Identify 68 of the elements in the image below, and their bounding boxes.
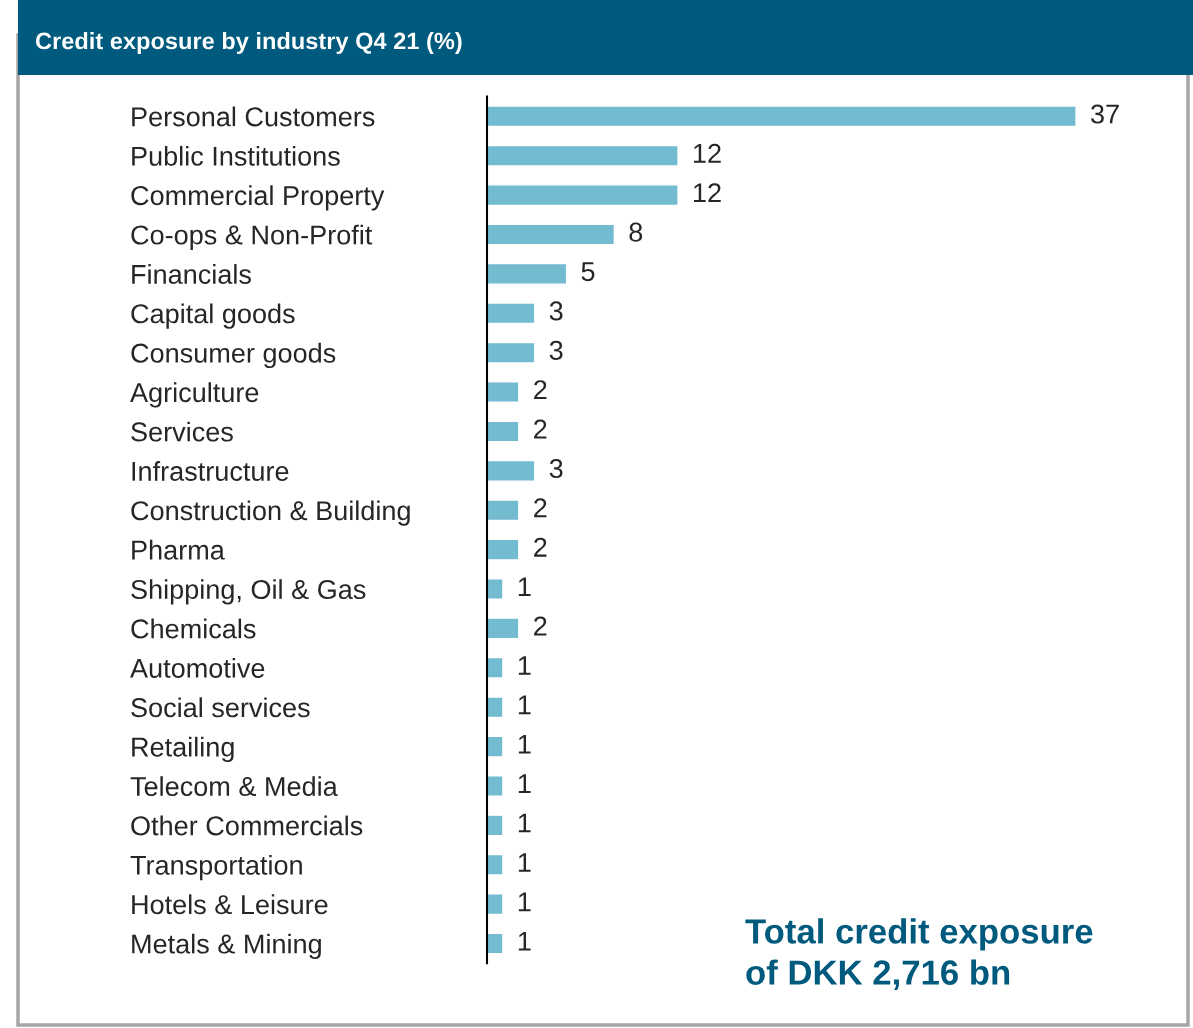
bar (487, 775, 504, 797)
y-tick-label: Capital goods (131, 303, 295, 329)
bar (487, 932, 504, 955)
bar (487, 420, 520, 443)
data-label: 3 (549, 340, 563, 360)
text: Credit exposure by industry Q4 21 (%) (35, 32, 462, 55)
y-tick-label: Social services (131, 697, 310, 718)
y-tick-label: Metals & Mining (132, 933, 321, 959)
y-tick-label: Public Institutions (132, 145, 340, 166)
bar (487, 499, 520, 522)
bar (487, 262, 568, 285)
data-label: 1 (518, 577, 531, 597)
annotation: Total credit exposure of DKK 2,716 bn (745, 918, 1093, 990)
data-label: 1 (518, 734, 531, 754)
bar (487, 696, 504, 719)
y-tick-label: Other Commercials (131, 815, 363, 836)
data-label: 2 (534, 380, 547, 400)
y-tick-label: Telecom & Media (130, 776, 338, 797)
bar (487, 578, 504, 600)
data-label: 2 (534, 537, 547, 557)
y-tick-label: Retailing (132, 736, 234, 763)
y-tick-label: Personal Customers (132, 106, 375, 127)
bar (487, 735, 504, 758)
y-tick-label: Automotive (130, 657, 265, 678)
bar (487, 617, 520, 640)
data-label: 3 (549, 301, 563, 321)
bar (487, 341, 536, 364)
y-tick-label: Financials (132, 264, 251, 284)
data-label: 1 (518, 853, 531, 872)
bar (487, 105, 1077, 128)
data-label: 37 (1091, 104, 1119, 124)
bar (487, 184, 679, 207)
data-label: 12 (694, 143, 721, 163)
bar (487, 223, 616, 246)
bar (487, 893, 504, 916)
y-tick-label: Commercial Property (131, 185, 385, 211)
y-tick-label: Consumer goods (131, 342, 336, 369)
data-label: 1 (518, 774, 531, 793)
y-tick-label: Construction & Building (131, 500, 410, 526)
y-tick-label: Services (131, 421, 233, 442)
y-tick-label: Transportation (130, 854, 302, 881)
y-tick-label: Infrastructure (132, 461, 289, 481)
bar (487, 381, 520, 404)
y-tick-label: Co-ops & Non-Profit (131, 224, 373, 250)
data-label: 5 (581, 262, 595, 282)
data-label: 12 (694, 183, 721, 203)
bar (487, 814, 504, 837)
bar (487, 853, 504, 876)
y-tick-label: Shipping, Oil & Gas (131, 579, 366, 605)
data-label: 2 (534, 616, 547, 636)
y-tick-label: Hotels & Leisure (132, 894, 328, 915)
bar (487, 538, 520, 561)
data-label: 3 (549, 458, 563, 479)
bar (487, 459, 536, 482)
bar (487, 144, 679, 167)
bar (487, 656, 504, 679)
data-label: 8 (629, 222, 643, 242)
data-label: 1 (518, 892, 531, 912)
data-label: 1 (518, 931, 531, 951)
data-label: 1 (518, 656, 531, 675)
bar (487, 302, 536, 325)
y-tick-label: Chemicals (131, 618, 256, 639)
y-tick-label: Agriculture (130, 382, 259, 408)
data-label: 2 (534, 419, 547, 439)
data-label: 2 (534, 498, 547, 518)
y-tick-label: Pharma (132, 539, 225, 560)
data-label: 1 (518, 813, 531, 833)
data-label: 1 (518, 695, 531, 715)
